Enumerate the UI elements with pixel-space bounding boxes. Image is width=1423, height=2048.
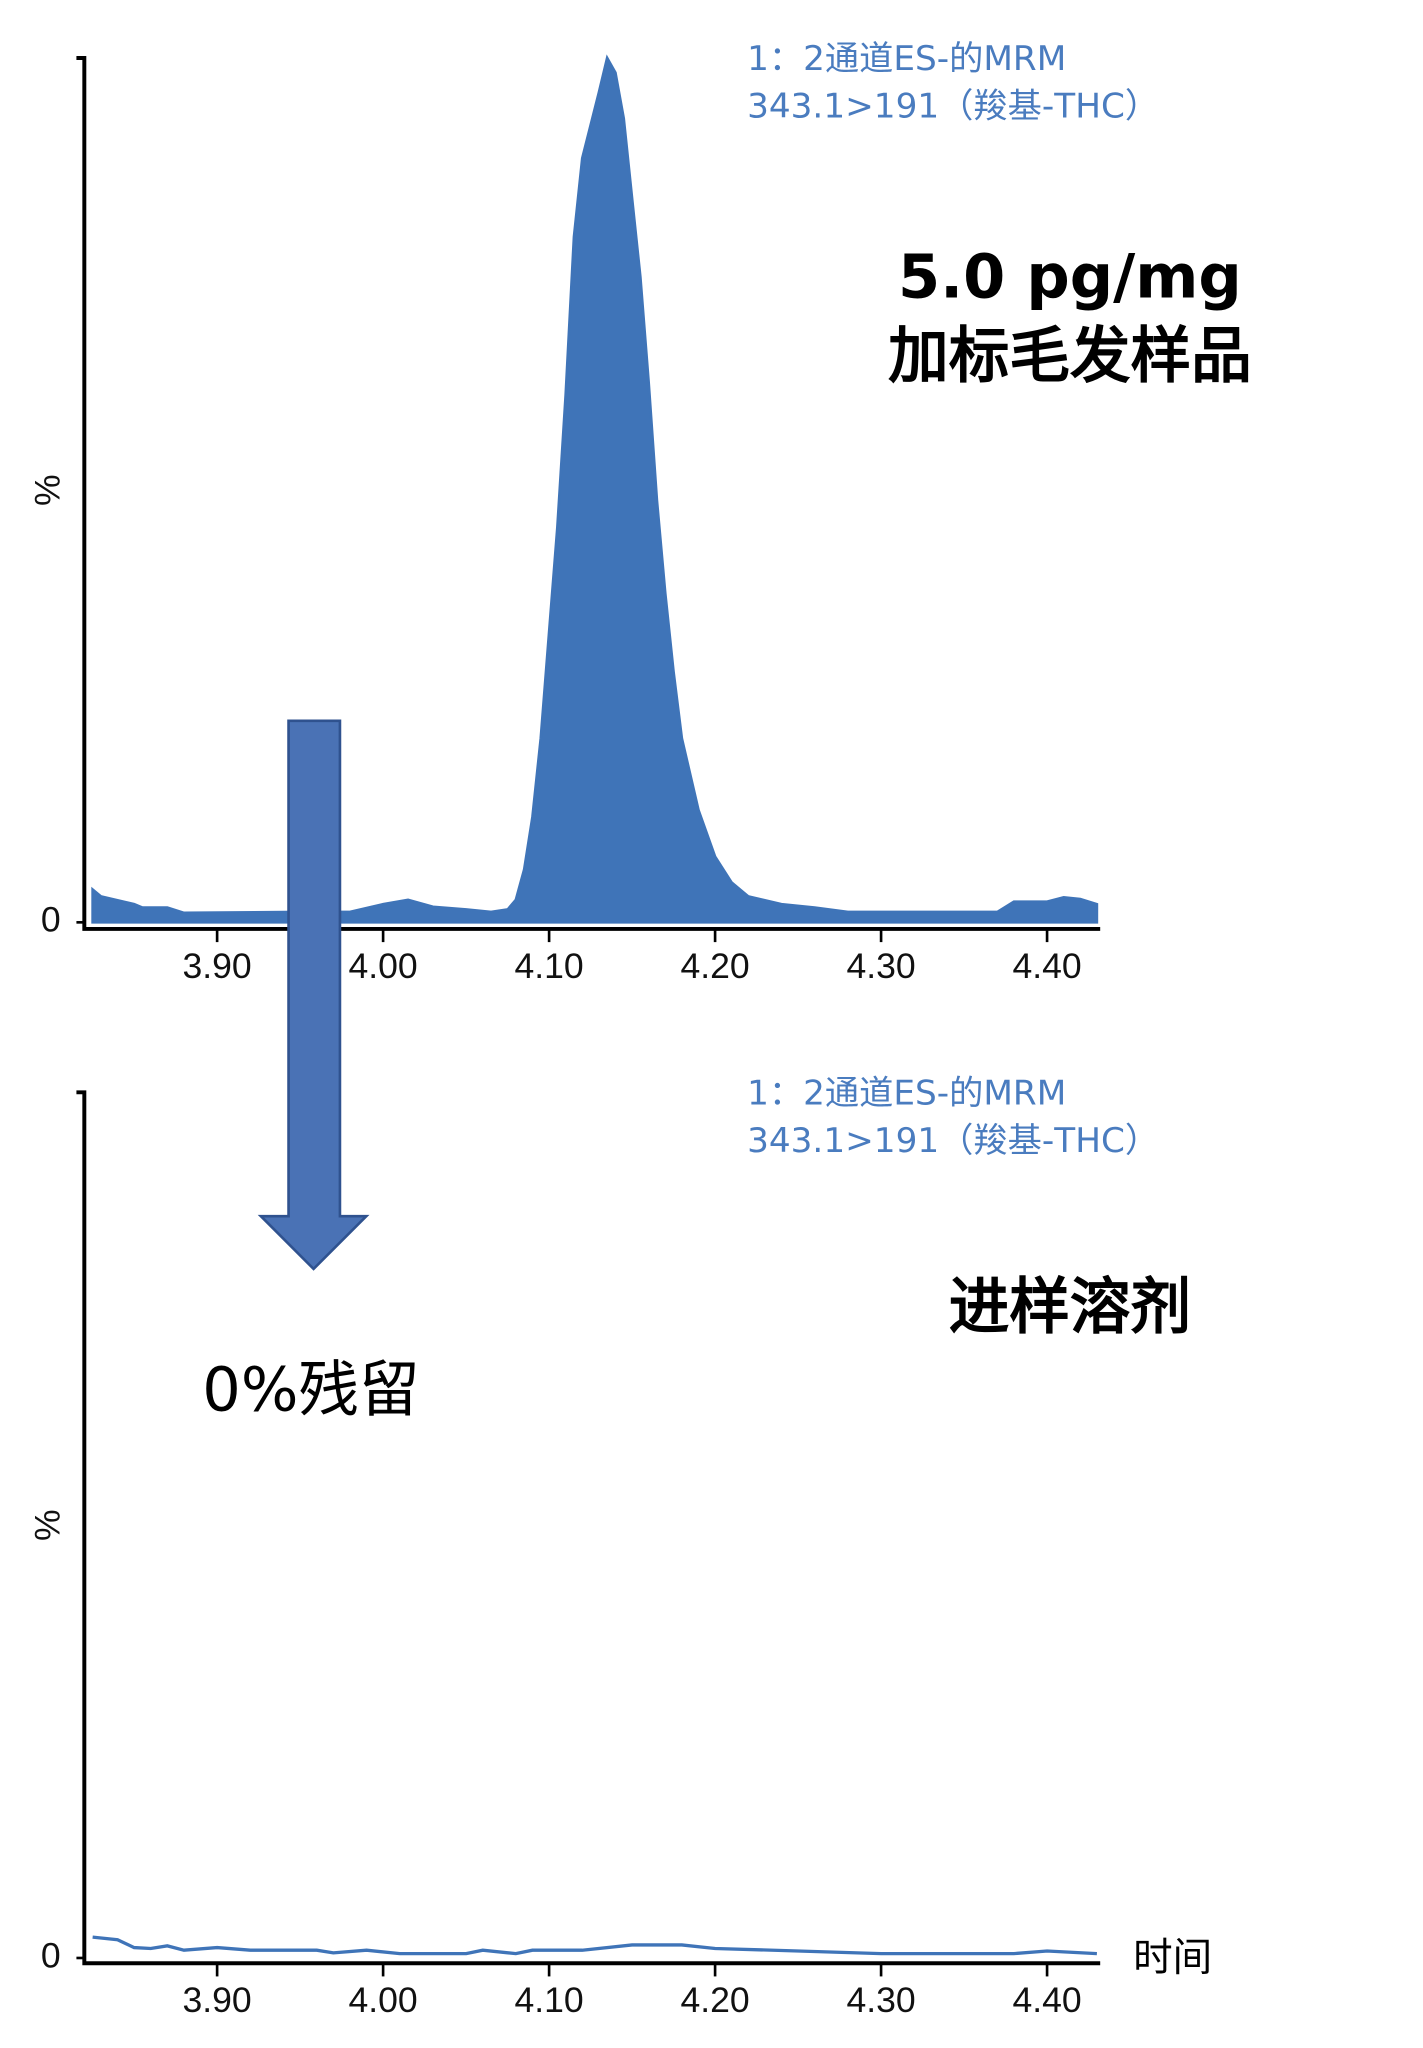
y-axis-label: %: [27, 1509, 67, 1541]
x-tick-label: 4.00: [349, 1980, 418, 2020]
x-tick-label: 4.30: [846, 946, 915, 986]
x-tick-label: 4.10: [514, 946, 583, 986]
x-tick-label: 4.40: [1012, 946, 1081, 986]
chart-title: 1：2通道ES-的MRM: [747, 39, 1066, 79]
x-tick-label: 4.20: [680, 1980, 749, 2020]
axis: [76, 1090, 1101, 1966]
x-tick-label: 4.20: [680, 946, 749, 986]
x-tick-label: 4.00: [349, 946, 418, 986]
x-tick-label: 3.90: [183, 946, 252, 986]
chart-subtitle: 343.1>191（羧基-THC）: [747, 1121, 1159, 1161]
x-tick-label: 4.10: [514, 1980, 583, 2020]
residue-note: 0%残留: [202, 1356, 419, 1426]
annotation: 5.0 pg/mg: [898, 242, 1242, 312]
x-tick-label: 3.90: [183, 1980, 252, 2020]
axis: [76, 56, 1101, 931]
y-axis-label: %: [27, 474, 67, 506]
line: [92, 1935, 1097, 1956]
x-axis-label: 时间: [1133, 1935, 1212, 1981]
y-tick-label: 0: [41, 900, 61, 940]
area: [91, 54, 1099, 924]
chart-title: 1：2通道ES-的MRM: [747, 1073, 1066, 1113]
annotation: 加标毛发样品: [888, 321, 1252, 391]
y-tick-label: 0: [41, 1935, 61, 1975]
x-tick-label: 4.40: [1012, 1980, 1081, 2020]
arrow: [257, 719, 370, 1271]
chart-subtitle: 343.1>191（羧基-THC）: [747, 87, 1159, 127]
x-tick-label: 4.30: [846, 1980, 915, 2020]
annotation: 进样溶剂: [949, 1273, 1191, 1343]
